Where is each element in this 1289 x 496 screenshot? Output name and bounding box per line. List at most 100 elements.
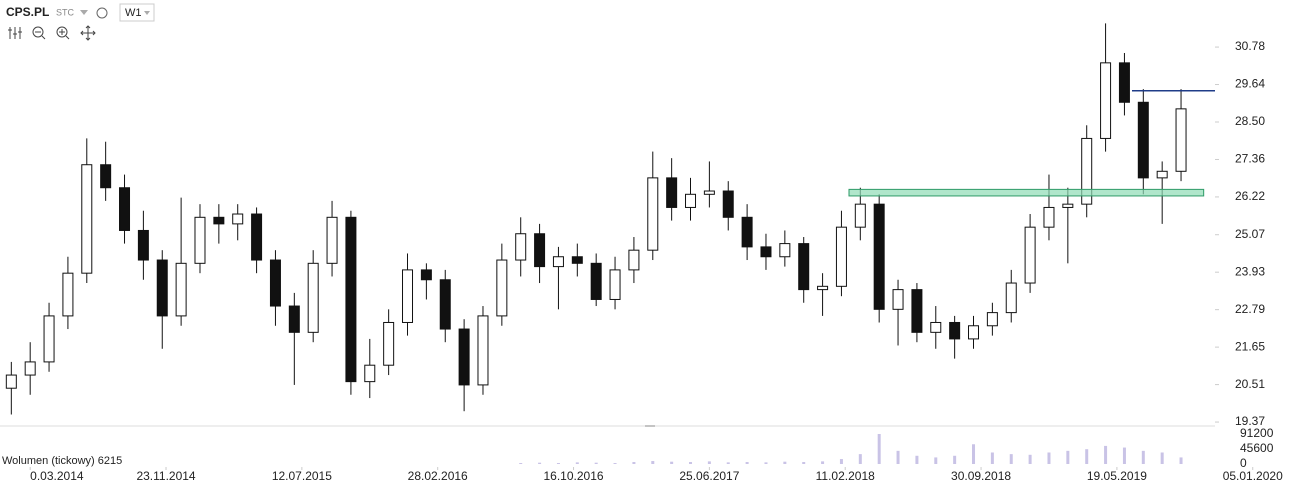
volume-bar	[689, 462, 693, 464]
volume-bar	[764, 462, 768, 464]
y-tick-label: 28.50	[1235, 114, 1265, 128]
candle-body	[1118, 62, 1130, 103]
candle-body	[854, 203, 866, 228]
candle-body	[590, 262, 602, 300]
candle-body	[798, 243, 810, 291]
candle-body	[5, 374, 17, 389]
volume-bar	[1122, 447, 1126, 464]
volume-tick-label: 45600	[1240, 441, 1274, 455]
candle-body	[552, 256, 564, 268]
interval[interactable]: W1	[125, 7, 142, 19]
y-tick-label: 26.22	[1235, 189, 1265, 203]
candle-body	[1081, 137, 1093, 205]
info-icon[interactable]	[96, 7, 108, 19]
volume-tick-label: 91200	[1240, 426, 1274, 440]
candle-body	[628, 249, 640, 271]
candle-body	[420, 269, 432, 281]
zoom-out[interactable]	[32, 26, 44, 38]
y-tick-label: 25.07	[1235, 227, 1265, 241]
candle-body	[194, 216, 206, 264]
volume-bar	[575, 462, 579, 464]
candle-body	[515, 233, 527, 261]
zoom-in[interactable]	[56, 26, 68, 38]
candle-body	[24, 361, 36, 376]
candle-body	[477, 315, 489, 386]
candle-tool[interactable]	[8, 27, 22, 39]
volume-bar	[556, 463, 560, 464]
x-tick-label: 16.10.2016	[544, 469, 604, 483]
candle-body	[62, 272, 74, 317]
volume-bar	[1104, 445, 1108, 464]
candle-body	[647, 177, 659, 251]
candle-body	[911, 289, 923, 333]
candle-body	[156, 259, 168, 317]
candle-body	[81, 164, 93, 274]
y-tick-label: 23.93	[1235, 264, 1265, 278]
candle-body	[666, 177, 678, 208]
volume-bar	[821, 461, 825, 464]
candle-body	[100, 164, 112, 189]
volume-bar	[972, 444, 976, 464]
x-tick-label: 30.09.2018	[951, 469, 1011, 483]
y-tick-label: 22.79	[1235, 302, 1265, 316]
candle-body	[1024, 226, 1036, 284]
volume-bar	[651, 461, 655, 464]
source[interactable]: STC	[56, 7, 75, 17]
candle-body	[1005, 282, 1017, 314]
candle-body	[873, 203, 885, 310]
candle-body	[137, 229, 149, 261]
volume-bar	[1028, 454, 1032, 464]
candle-body	[364, 364, 376, 383]
candle-body	[307, 262, 319, 333]
x-tick-label: 11.02.2018	[816, 469, 875, 483]
y-tick-label: 20.51	[1235, 377, 1265, 391]
candle-body	[43, 315, 55, 363]
volume-bar	[1047, 452, 1051, 464]
candle-body	[722, 190, 734, 218]
x-tick-label: 23.11.2014	[136, 469, 195, 483]
volume-bar	[1179, 457, 1183, 464]
volume-bar	[632, 462, 636, 464]
candle-body	[383, 321, 395, 366]
volume-tick-label: 0	[1240, 456, 1247, 470]
volume-bar	[990, 452, 994, 464]
candle-body	[269, 259, 281, 307]
candle-body	[1137, 101, 1149, 179]
candle-body	[609, 269, 621, 300]
x-tick-label: 28.02.2016	[408, 469, 468, 483]
interval-dropdown[interactable]	[144, 11, 150, 15]
y-tick-label: 29.64	[1235, 77, 1265, 91]
x-tick-label: 0.03.2014	[30, 469, 84, 483]
volume-bar	[670, 461, 674, 464]
candle-body	[1043, 206, 1055, 228]
volume-bar	[934, 457, 938, 464]
y-tick-label: 19.37	[1235, 414, 1265, 428]
candle-body	[288, 305, 300, 333]
volume-bar	[538, 462, 542, 464]
candle-body	[345, 216, 357, 383]
candle-body	[741, 216, 753, 248]
candle-body	[817, 285, 829, 291]
candle-body	[534, 233, 546, 268]
volume-bar	[1085, 449, 1089, 464]
interval-box[interactable]	[119, 3, 155, 22]
volume-bar	[877, 434, 881, 464]
candle-body	[402, 269, 414, 323]
x-tick-label: 19.05.2019	[1087, 469, 1147, 483]
candle-body	[496, 259, 508, 317]
volume-bar	[1160, 452, 1164, 464]
move-tool[interactable]	[80, 25, 96, 41]
volume-bar	[1141, 450, 1145, 464]
toolbar	[8, 25, 96, 41]
candle-body	[119, 187, 131, 231]
candle-body	[251, 213, 263, 261]
y-tick-label: 21.65	[1235, 339, 1265, 353]
candle-body	[949, 321, 961, 340]
x-tick-label: 05.01.2020	[1223, 469, 1283, 483]
source-dropdown[interactable]	[80, 10, 88, 15]
x-tick-label: 12.07.2015	[272, 469, 332, 483]
candle-body	[571, 256, 583, 264]
symbol: CPS.PL	[6, 5, 49, 19]
candle-body	[986, 312, 998, 327]
